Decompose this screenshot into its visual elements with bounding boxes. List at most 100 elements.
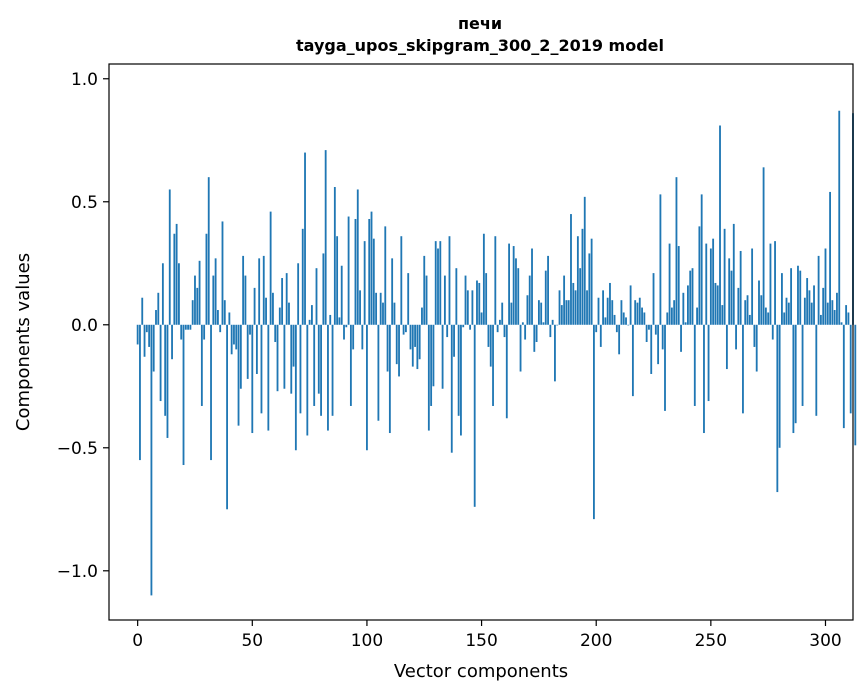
bar-103: [372, 238, 375, 325]
bar-214: [627, 324, 630, 326]
bar-153: [487, 324, 490, 347]
bar-32: [210, 324, 212, 461]
bar-219: [638, 297, 641, 325]
bar-196: [586, 290, 588, 325]
bar-4: [145, 324, 148, 333]
bar-29: [203, 324, 206, 340]
bar-178: [544, 270, 547, 325]
bar-313: [854, 324, 857, 446]
bar-260: [732, 223, 735, 325]
bar-305: [836, 292, 838, 325]
bar-197: [588, 253, 591, 325]
bar-209: [615, 324, 618, 333]
bar-184: [558, 290, 561, 325]
bar-37: [221, 221, 224, 325]
bar-134: [443, 275, 446, 325]
bar-89: [340, 265, 343, 325]
bar-195: [583, 196, 586, 325]
bar-287: [794, 324, 797, 424]
bar-160: [503, 324, 506, 338]
bar-232: [668, 243, 671, 325]
bar-275: [767, 312, 770, 325]
bar-13: [166, 324, 169, 438]
bar-286: [792, 324, 795, 434]
bar-303: [831, 300, 834, 325]
bar-227: [657, 324, 660, 365]
bar-247: [703, 324, 705, 434]
bar-217: [634, 300, 637, 325]
bar-166: [517, 268, 520, 325]
bar-5: [148, 324, 151, 347]
bar-127: [427, 324, 430, 431]
bar-52: [255, 324, 258, 374]
bar-221: [643, 312, 646, 325]
bar-240: [687, 285, 689, 325]
y-tick-label: −0.5: [57, 439, 98, 459]
bar-19: [180, 324, 183, 340]
bar-220: [641, 307, 643, 325]
bar-149: [478, 282, 481, 325]
y-axis-label: Components values: [13, 253, 34, 431]
bar-21: [184, 324, 187, 330]
bar-116: [402, 324, 405, 335]
bar-165: [515, 258, 517, 325]
y-tick-label: −1.0: [57, 562, 98, 582]
bar-309: [845, 305, 848, 325]
plot-frame: [108, 63, 854, 621]
bar-168: [521, 322, 524, 325]
bar-154: [489, 324, 492, 367]
bar-158: [499, 319, 501, 325]
bar-118: [407, 273, 410, 325]
bar-282: [783, 312, 786, 325]
bar-85: [331, 324, 334, 416]
bar-55: [262, 255, 265, 325]
bar-30: [205, 233, 208, 325]
bar-70: [297, 263, 300, 325]
bar-138: [453, 324, 455, 357]
bar-62: [278, 307, 281, 325]
bar-75: [308, 319, 311, 325]
bar-302: [829, 191, 831, 325]
bar-251: [712, 238, 715, 325]
bar-148: [476, 280, 478, 325]
bar-94: [352, 324, 355, 350]
bar-7: [152, 324, 155, 372]
bar-34: [214, 258, 217, 325]
bar-277: [771, 324, 774, 340]
bar-0: [136, 324, 139, 345]
bar-174: [535, 324, 538, 342]
bar-68: [292, 324, 295, 367]
bar-248: [705, 243, 708, 325]
bar-205: [606, 297, 609, 325]
bar-298: [819, 314, 822, 325]
bar-237: [680, 324, 682, 352]
bar-142: [462, 324, 465, 328]
bar-56: [265, 297, 267, 325]
bar-12: [164, 324, 167, 416]
bar-281: [781, 273, 783, 325]
bar-61: [276, 324, 279, 392]
bar-278: [774, 241, 776, 325]
bar-133: [441, 324, 444, 389]
bar-225: [652, 273, 655, 325]
bar-27: [198, 260, 201, 325]
bar-193: [579, 268, 582, 325]
bar-77: [313, 324, 316, 406]
bar-44: [237, 324, 240, 426]
bar-299: [822, 287, 825, 325]
x-tick-label: 100: [351, 631, 383, 651]
bar-126: [425, 275, 428, 325]
bar-155: [492, 324, 494, 406]
bar-276: [769, 243, 772, 325]
bar-265: [744, 300, 747, 325]
bar-88: [338, 317, 341, 325]
bar-124: [421, 307, 423, 325]
bar-145: [469, 324, 472, 330]
bar-92: [347, 216, 350, 325]
bar-95: [354, 218, 357, 325]
bar-6: [150, 324, 153, 596]
bar-234: [673, 300, 676, 325]
x-axis-ticks: 0 50 100 150 200 250 300: [132, 620, 842, 651]
bar-208: [613, 314, 616, 325]
bar-167: [519, 324, 522, 372]
